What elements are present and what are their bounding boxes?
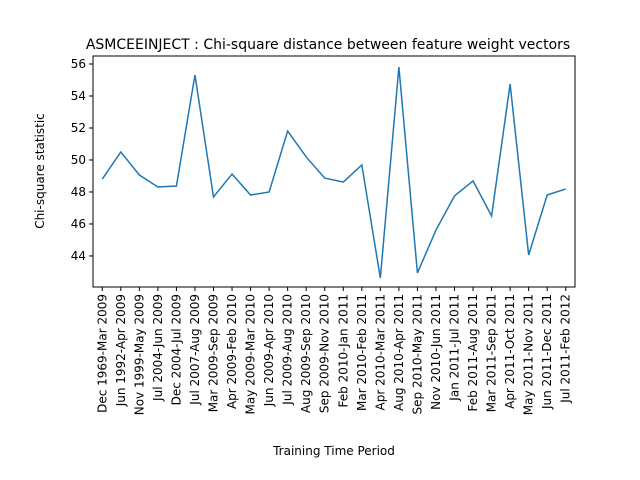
x-tick-label: May 2009-Mar 2010 bbox=[244, 294, 258, 415]
y-tick-label: 54 bbox=[71, 89, 86, 103]
x-tick-label: Sep 2010-May 2011 bbox=[410, 294, 424, 414]
x-tick-label: Mar 2011-Sep 2011 bbox=[485, 294, 499, 412]
x-tick-label: Jul 2009-Aug 2010 bbox=[281, 294, 295, 406]
x-tick-label: Jun 2009-Apr 2010 bbox=[262, 294, 276, 407]
x-tick-label: Mar 2009-Sep 2009 bbox=[207, 294, 221, 412]
x-tick-label: Jul 2007-Aug 2009 bbox=[188, 294, 202, 406]
x-tick-label: May 2011-Nov 2011 bbox=[522, 294, 536, 415]
x-tick-label: Dec 2004-Jul 2009 bbox=[169, 294, 183, 405]
x-tick-label: Nov 1999-May 2009 bbox=[132, 294, 146, 415]
x-tick-label: Sep 2009-Nov 2010 bbox=[318, 294, 332, 413]
y-tick-label: 56 bbox=[71, 57, 86, 71]
y-tick-label: 46 bbox=[71, 217, 86, 231]
x-tick-label: Apr 2009-Feb 2010 bbox=[225, 294, 239, 409]
y-axis-label: Chi-square statistic bbox=[33, 113, 47, 229]
data-line bbox=[101, 66, 566, 279]
x-tick-label: Jan 2011-Jul 2011 bbox=[448, 294, 462, 402]
x-tick-label: Nov 2010-Jun 2011 bbox=[429, 294, 443, 410]
x-tick-label: Dec 1969-Mar 2009 bbox=[95, 294, 109, 413]
x-tick-label: Aug 2009-Sep 2010 bbox=[299, 294, 313, 413]
x-tick-label: Aug 2010-Apr 2011 bbox=[392, 294, 406, 411]
x-tick-label: Mar 2010-Feb 2011 bbox=[355, 294, 369, 411]
y-tick-label: 48 bbox=[71, 185, 86, 199]
plot-frame bbox=[92, 55, 576, 288]
chart-title: ASMCEEINJECT : Chi-square distance betwe… bbox=[86, 37, 570, 53]
x-tick-label: Jun 2011-Dec 2011 bbox=[540, 294, 554, 410]
y-tick-label: 44 bbox=[71, 249, 86, 263]
x-tick-label: Apr 2010-Mar 2011 bbox=[373, 294, 387, 410]
x-tick-label: Apr 2011-Oct 2011 bbox=[503, 294, 517, 409]
x-tick-label: Jun 1992-Apr 2009 bbox=[114, 294, 128, 407]
x-tick-label: Jul 2011-Feb 2012 bbox=[559, 294, 573, 404]
x-tick-label: Jul 2004-Jun 2009 bbox=[151, 294, 165, 402]
y-tick-label: 50 bbox=[71, 153, 86, 167]
x-tick-label: Feb 2011-Aug 2011 bbox=[466, 294, 480, 411]
x-tick-label: Feb 2010-Jan 2011 bbox=[336, 294, 350, 407]
y-tick-label: 52 bbox=[71, 121, 86, 135]
x-axis-label: Training Time Period bbox=[272, 444, 395, 458]
